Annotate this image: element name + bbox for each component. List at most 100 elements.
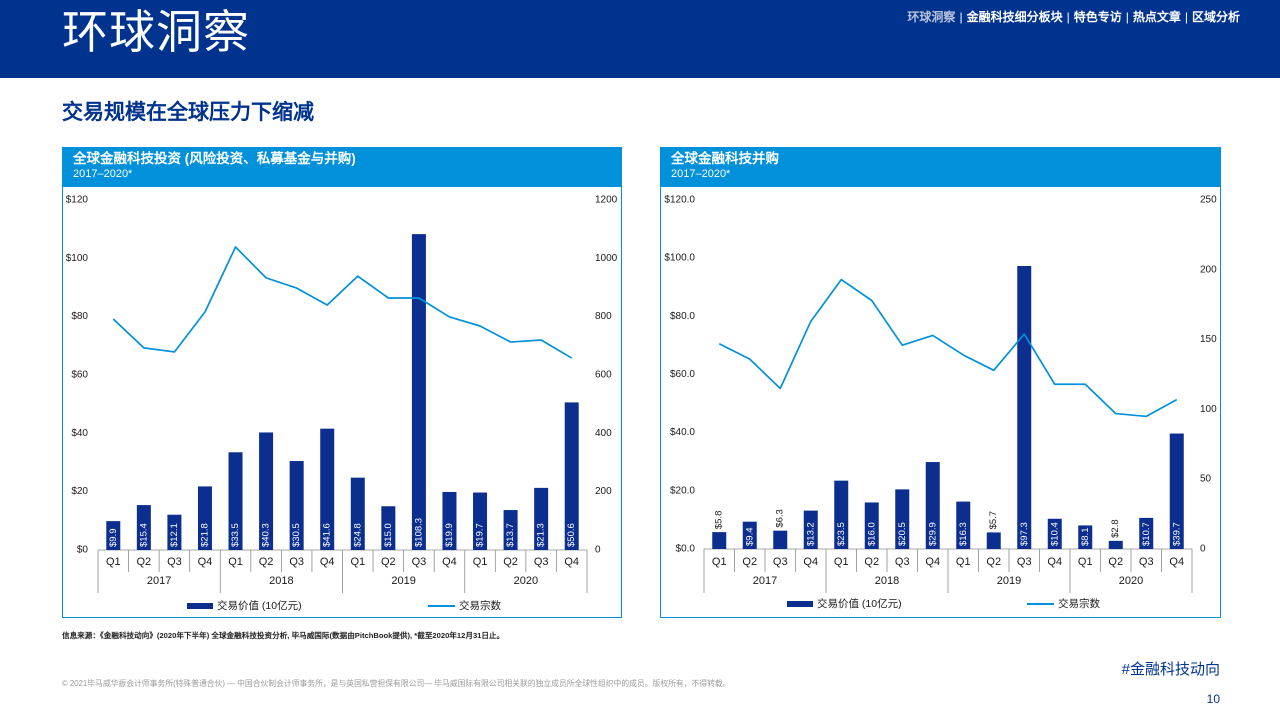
y-axis-tick-label: $80.0 — [670, 311, 695, 322]
x-axis-tick-label: Q3 — [895, 556, 910, 568]
y-axis-tick-label: $60.0 — [670, 369, 695, 380]
chart-title: 全球金融科技并购 — [671, 151, 779, 166]
y-axis-tick-label: $100.0 — [664, 253, 695, 264]
x-axis-tick-label: Q3 — [1017, 556, 1032, 568]
nav-item-regional-analysis[interactable]: 区域分析 — [1191, 10, 1240, 24]
bar-data-label: $19.7 — [475, 523, 486, 547]
deal-value-bar — [534, 487, 549, 550]
x-axis-tick-label: Q4 — [198, 556, 213, 568]
deal-value-bar — [864, 502, 879, 549]
bar-data-label: $30.5 — [291, 523, 302, 547]
legend-bar-swatch — [787, 601, 813, 607]
y2-axis-tick-label: 600 — [595, 370, 612, 381]
nav-item-global-insights[interactable]: 环球洞察 — [907, 10, 956, 24]
legend-label: 交易宗数 — [1058, 597, 1100, 610]
x-axis-tick-label: Q1 — [106, 556, 121, 568]
nav-separator: | — [959, 10, 963, 24]
x-axis-tick-label: Q4 — [803, 556, 818, 568]
deal-value-bar — [956, 501, 971, 549]
chart-title: 全球金融科技投资 (风险投资、私募基金与并购) — [73, 151, 356, 166]
y-axis-tick-label: $120.0 — [664, 195, 695, 206]
bar-data-label: $13.2 — [805, 522, 816, 546]
x-axis-tick-label: Q1 — [228, 556, 243, 568]
bar-data-label: $10.4 — [1049, 522, 1060, 546]
x-axis-tick-label: Q3 — [1139, 556, 1154, 568]
y2-axis-tick-label: 200 — [1200, 264, 1217, 275]
y-axis-tick-label: $0 — [77, 545, 89, 556]
bar-data-label: $19.9 — [444, 523, 455, 547]
x-axis-tick-label: Q2 — [503, 556, 518, 568]
deal-value-bar — [564, 402, 579, 550]
bar-data-label: $9.4 — [744, 528, 755, 547]
bar-data-label: $16.3 — [958, 522, 969, 546]
deal-value-bar — [350, 477, 365, 550]
y-axis-tick-label: $0.0 — [676, 544, 696, 555]
nav-separator: | — [1066, 10, 1070, 24]
deal-value-bar — [381, 506, 396, 550]
x-axis-tick-label: Q3 — [167, 556, 182, 568]
bar-data-label: $97.3 — [1019, 522, 1030, 546]
bar-data-label: $5.8 — [714, 511, 725, 530]
legend-label: 交易价值 (10亿元) — [817, 597, 902, 610]
y2-axis-tick-label: 0 — [1200, 544, 1206, 555]
top-nav: 环球洞察 | 金融科技细分板块 | 特色专访 | 热点文章 | 区域分析 — [907, 9, 1240, 25]
deal-value-bar — [289, 461, 304, 550]
y-axis-tick-label: $80 — [71, 311, 88, 322]
nav-item-fintech-segments[interactable]: 金融科技细分板块 — [966, 10, 1063, 24]
x-axis-group-label: 2018 — [269, 575, 293, 587]
x-axis-tick-label: Q1 — [473, 556, 488, 568]
x-axis-tick-label: Q3 — [412, 556, 427, 568]
bar-data-label: $40.3 — [261, 523, 272, 547]
deal-value-bar — [197, 486, 212, 550]
deal-value-bar — [1047, 518, 1062, 549]
hashtag: #金融科技动向 — [1121, 661, 1220, 678]
bar-data-label: $23.5 — [836, 522, 847, 546]
x-axis-tick-label: Q2 — [259, 556, 274, 568]
deal-value-bar — [773, 530, 788, 549]
x-axis-tick-label: Q1 — [956, 556, 971, 568]
x-axis-group-label: 2020 — [1119, 575, 1143, 587]
y-axis-tick-label: $60 — [71, 370, 88, 381]
x-axis-tick-label: Q4 — [564, 556, 579, 568]
y-axis-tick-label: $40.0 — [670, 427, 695, 438]
bar-data-label: $20.5 — [897, 522, 908, 546]
section-title: 交易规模在全球压力下缩减 — [62, 101, 314, 124]
legend-label: 交易价值 (10亿元) — [217, 599, 302, 612]
x-axis-tick-label: Q2 — [742, 556, 757, 568]
chart-fintech-investment: $0 $20 $40 $60 $80 $100 $120 0 200 400 600 800 1000 1… — [66, 195, 618, 613]
x-axis-group-label: 2017 — [753, 575, 777, 587]
y2-axis-tick-label: 0 — [595, 545, 601, 556]
deal-value-bar — [1139, 517, 1154, 549]
bar-data-label: $16.0 — [866, 522, 877, 546]
x-axis-tick-label: Q3 — [773, 556, 788, 568]
x-axis-tick-label: Q2 — [137, 556, 152, 568]
y-axis-tick-label: $20 — [71, 486, 88, 497]
source-note: 信息来源：《金融科技动向》(2020年下半年) 全球金融科技投资分析, 毕马威国… — [62, 631, 505, 640]
nav-item-hot-articles[interactable]: 热点文章 — [1132, 10, 1181, 24]
deal-value-bar — [834, 480, 849, 549]
deal-value-bar — [1017, 266, 1032, 549]
bar-data-label: $2.8 — [1110, 519, 1121, 538]
bar-data-label: $10.7 — [1141, 522, 1152, 546]
bar-data-label: $13.7 — [505, 523, 516, 547]
bar-data-label: $6.3 — [775, 509, 786, 528]
bar-data-label: $12.1 — [169, 523, 180, 547]
deal-value-bar — [136, 505, 151, 550]
nav-item-special-interviews[interactable]: 特色专访 — [1073, 10, 1122, 24]
deal-value-bar — [228, 452, 243, 550]
bar-data-label: $15.0 — [383, 523, 394, 547]
bar-data-label: $5.7 — [988, 511, 999, 530]
x-axis-group-label: 2017 — [147, 575, 171, 587]
page-title: 环球洞察 — [62, 6, 250, 58]
x-axis-group-label: 2020 — [514, 575, 538, 587]
bar-data-label: $29.9 — [927, 522, 938, 546]
x-axis-tick-label: Q4 — [1047, 556, 1062, 568]
deal-value-bar — [503, 510, 518, 550]
y-axis-tick-label: $100 — [66, 253, 89, 264]
y-axis-tick-label: $20.0 — [670, 485, 695, 496]
x-axis-group-label: 2019 — [391, 575, 415, 587]
x-axis-tick-label: Q3 — [534, 556, 549, 568]
x-axis-tick-label: Q2 — [986, 556, 1001, 568]
copyright-notice: © 2021毕马威华振会计师事务所(特殊普通合伙) — 中国合伙制会计师事务所，… — [62, 679, 731, 688]
chart-fintech-ma: $0.0 $20.0 $40.0 $60.0 $80.0 $100.0 $120.0 0 50 1… — [664, 195, 1217, 611]
